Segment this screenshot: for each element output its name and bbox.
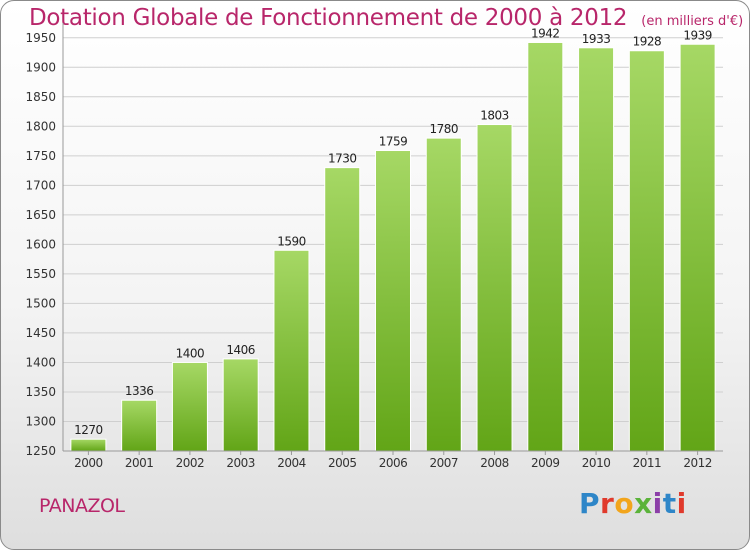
x-tick-label-2004: 2004 <box>277 456 306 470</box>
bar-2008 <box>476 124 513 452</box>
y-tick-label: 1550 <box>25 267 56 281</box>
value-label-2006: 1759 <box>379 135 408 149</box>
x-tick-label-2000: 2000 <box>74 456 103 470</box>
chart-unit: (en milliers d'€) <box>641 14 744 29</box>
axis-layer: 1250 1300 1350 1400 1450 1500 1550 1600 1650 1700… <box>25 23 723 470</box>
y-tick-label: 1450 <box>25 326 56 340</box>
bar-2009 <box>527 41 564 452</box>
value-label-2009: 1942 <box>531 26 560 40</box>
logo-letter: x <box>634 487 653 520</box>
bar-2000 <box>70 438 107 452</box>
chart-title: Dotation Globale de Fonctionnement de 20… <box>29 5 743 31</box>
value-label-2002: 1400 <box>176 346 205 360</box>
x-tick-label-2002: 2002 <box>176 456 205 470</box>
y-tick-label: 1250 <box>25 444 56 458</box>
x-tick-label-2011: 2011 <box>633 456 662 470</box>
y-tick-label: 1600 <box>25 237 56 251</box>
bar-2011 <box>628 50 665 452</box>
logo-letter: i <box>652 487 663 520</box>
value-label-2000: 1270 <box>74 423 103 437</box>
bar-2006 <box>375 150 411 452</box>
y-tick-label: 1900 <box>25 60 56 74</box>
bar-2005 <box>324 167 361 452</box>
y-tick-label: 1800 <box>25 119 56 133</box>
y-tick-label: 1350 <box>25 385 56 399</box>
bar-2007 <box>425 137 462 452</box>
logo-letter: r <box>600 487 615 520</box>
x-tick-label-2003: 2003 <box>226 456 255 470</box>
value-label-2011: 1928 <box>633 35 662 49</box>
x-tick-label-2009: 2009 <box>531 456 560 470</box>
logo-letter: i <box>676 487 687 520</box>
x-tick-label-2005: 2005 <box>328 456 357 470</box>
commune-name: PANAZOL <box>39 495 125 517</box>
y-tick-label: 1650 <box>25 208 56 222</box>
y-tick-label: 1400 <box>25 355 56 369</box>
value-label-2004: 1590 <box>277 234 306 248</box>
bar-layer <box>70 41 716 452</box>
value-label-2008: 1803 <box>480 109 509 123</box>
value-label-2010: 1933 <box>582 32 611 46</box>
bar-2010 <box>578 47 615 452</box>
y-tick-label: 1750 <box>25 149 56 163</box>
value-label-2007: 1780 <box>429 122 458 136</box>
value-label-2012: 1939 <box>683 28 712 42</box>
bar-2004 <box>273 249 310 452</box>
y-tick-label: 1700 <box>25 178 56 192</box>
y-tick-label: 1300 <box>25 414 56 428</box>
bar-2012 <box>679 43 716 452</box>
bar-2001 <box>121 399 158 452</box>
proxiti-logo[interactable]: Proxiti <box>579 487 687 520</box>
x-tick-label-2006: 2006 <box>379 456 408 470</box>
y-tick-label: 1500 <box>25 296 56 310</box>
bar-2002 <box>171 361 208 452</box>
logo-letter: P <box>579 487 601 520</box>
value-label-2001: 1336 <box>125 384 154 398</box>
chart-title-text: Dotation Globale de Fonctionnement de 20… <box>29 5 628 31</box>
value-label-2003: 1406 <box>226 343 255 357</box>
y-tick-label: 1950 <box>25 31 56 45</box>
value-label-2005: 1730 <box>328 152 357 166</box>
logo-letter: o <box>614 487 635 520</box>
x-tick-label-2001: 2001 <box>125 456 154 470</box>
x-tick-label-2010: 2010 <box>582 456 611 470</box>
logo-letter: t <box>662 487 677 520</box>
x-tick-label-2007: 2007 <box>429 456 458 470</box>
x-tick-label-2012: 2012 <box>683 456 712 470</box>
bar-2003 <box>222 358 259 452</box>
x-tick-label-2008: 2008 <box>480 456 509 470</box>
y-tick-label: 1850 <box>25 90 56 104</box>
